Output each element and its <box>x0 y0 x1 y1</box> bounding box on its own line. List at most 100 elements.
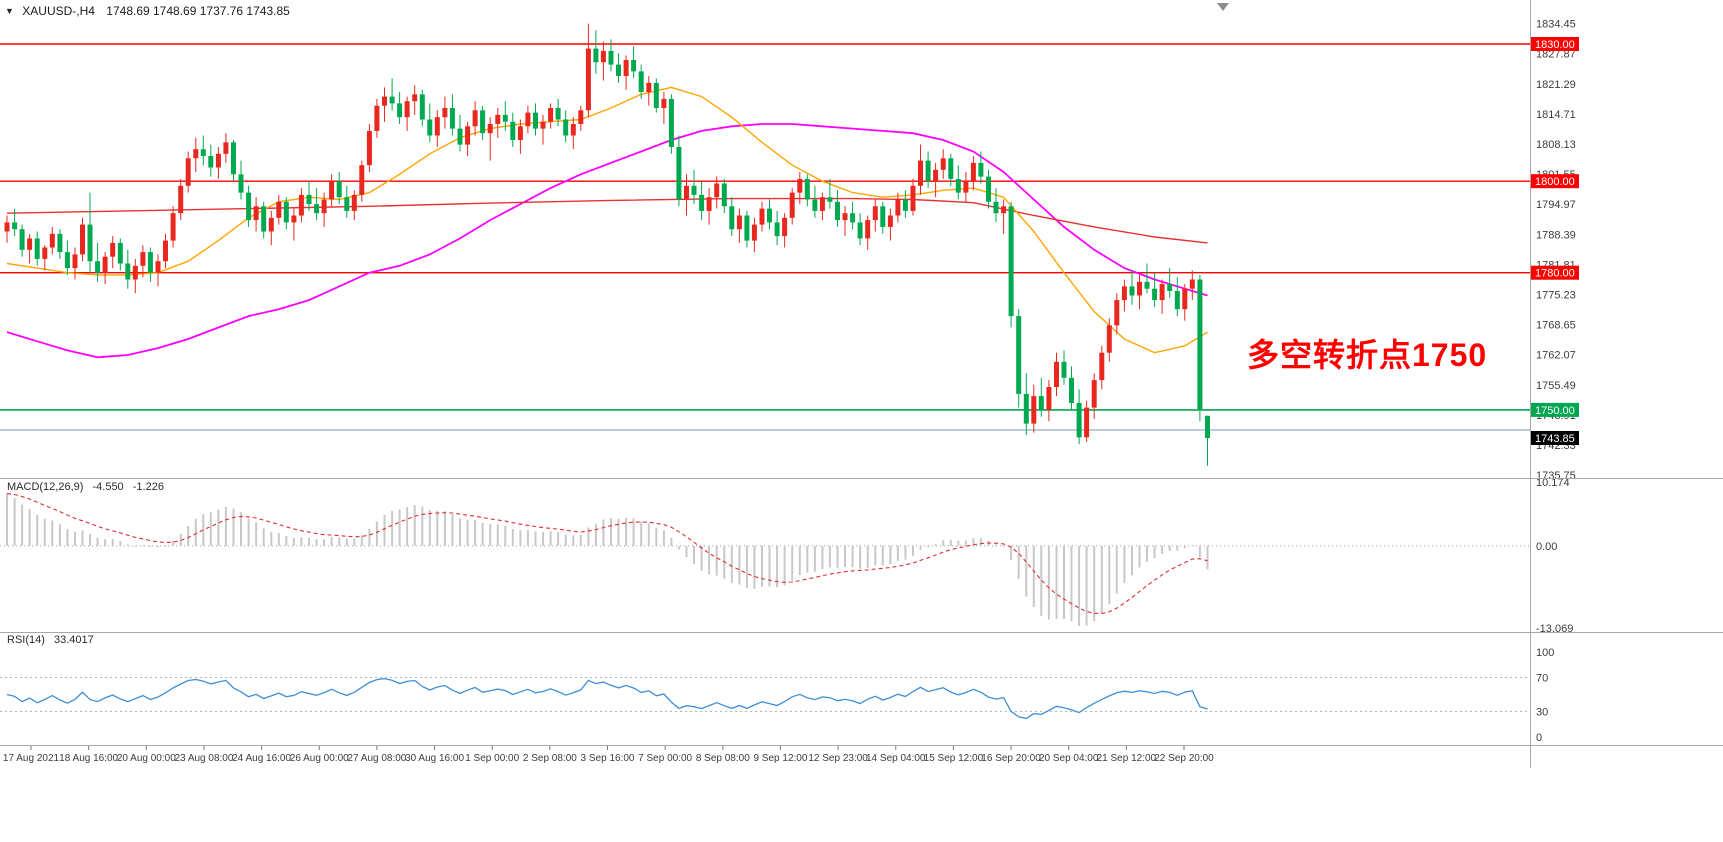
macd-histogram-bar <box>21 504 24 546</box>
macd-histogram-bar <box>1168 545 1171 552</box>
price-scale-bg <box>1531 0 1723 768</box>
candlesticks <box>4 23 1210 466</box>
price-badge-label: 1800.00 <box>1535 176 1575 188</box>
price-scale-label: 1827.87 <box>1536 49 1576 61</box>
candle-body <box>887 215 893 227</box>
candle-body <box>72 254 78 269</box>
candle-body <box>1159 284 1165 301</box>
macd-histogram-bar <box>912 545 914 556</box>
macd-histogram-bar <box>874 545 877 566</box>
macd-histogram-bar <box>715 545 718 576</box>
candle-body <box>193 149 199 159</box>
macd-histogram-bar <box>610 518 612 546</box>
candle-body <box>178 185 184 214</box>
macd-histogram-bar <box>187 525 190 546</box>
price-scale-label: 1808.13 <box>1536 139 1576 151</box>
price-scale-area[interactable] <box>1530 0 1723 768</box>
macd-histogram-bar <box>474 520 477 546</box>
candle-body <box>608 50 614 65</box>
candle-body <box>374 105 380 131</box>
candle-body <box>1174 291 1180 310</box>
candle-body <box>449 108 455 129</box>
candle-body <box>163 240 168 262</box>
macd-histogram-bar <box>96 537 99 546</box>
chart-shift-marker-icon[interactable] <box>1217 3 1229 11</box>
macd-histogram-bar <box>1131 545 1133 576</box>
macd-histogram-bar <box>972 538 975 546</box>
macd-histogram-bar <box>6 493 8 546</box>
macd-histogram-bar <box>247 518 250 546</box>
macd-histogram-bar <box>421 506 424 546</box>
macd-histogram-bar <box>949 539 952 546</box>
candle-body <box>548 108 554 122</box>
candle-body <box>646 82 652 92</box>
candle-body <box>1106 325 1112 353</box>
macd-histogram-bar <box>119 541 122 546</box>
rsi-scale-label: 70 <box>1536 673 1548 685</box>
macd-histogram-bar <box>693 545 695 565</box>
candle-body <box>563 119 569 136</box>
macd-histogram-bar <box>1198 545 1201 558</box>
macd-histogram-bar <box>164 545 167 547</box>
ohlc-values: 1748.69 1748.69 1737.76 1743.85 <box>106 4 290 18</box>
macd-histogram-bar <box>375 521 378 546</box>
moving-averages <box>6 86 1208 359</box>
price-badge-label: 1743.85 <box>1535 433 1575 445</box>
price-scale[interactable]: 1834.451827.871821.291814.711808.131801.… <box>1531 19 1579 482</box>
symbol-dropdown-icon[interactable]: ▼ <box>5 6 14 16</box>
price-scale-label: 1821.29 <box>1536 79 1576 91</box>
macd-histogram-bar <box>813 545 816 572</box>
macd-histogram-bar <box>277 532 280 546</box>
macd-histogram-bar <box>1032 545 1035 607</box>
macd-histogram-bar <box>1183 545 1186 549</box>
horizontal-lines[interactable] <box>0 43 1530 431</box>
panel-separators[interactable] <box>0 478 1723 746</box>
rsi-panel: 100 70 30 0 <box>0 647 1554 744</box>
macd-histogram-bar <box>579 534 582 546</box>
time-label: 21 Sep 12:00 <box>1097 753 1157 764</box>
candle-body <box>653 82 659 108</box>
candle-body <box>578 110 584 124</box>
time-label: 17 Aug 2021 <box>3 753 60 764</box>
candle-body <box>691 185 697 195</box>
time-label: 9 Sep 12:00 <box>753 753 807 764</box>
ma-line-magenta <box>6 123 1208 359</box>
candle-body <box>1167 284 1173 291</box>
macd-histogram-bar <box>1161 545 1164 554</box>
candle-body <box>344 197 350 211</box>
candle-body <box>1197 279 1203 410</box>
macd-histogram-bar <box>1108 545 1111 605</box>
candle-body <box>1023 393 1029 424</box>
macd-histogram-bar <box>1010 545 1013 560</box>
chart-text-annotation[interactable]: 多空转折点1750 <box>1247 337 1488 373</box>
macd-histogram-bar <box>542 532 544 546</box>
macd-histogram-bar <box>783 545 786 586</box>
candle-body <box>857 222 863 239</box>
macd-histogram-bar <box>74 531 76 546</box>
candle-body <box>208 156 214 168</box>
candle-body <box>427 119 433 136</box>
macd-histogram-bar <box>776 545 779 588</box>
macd-histogram-bar <box>1100 545 1103 614</box>
rsi-indicator-label: RSI(14) 33.4017 <box>7 634 94 646</box>
price-scale-label: 1755.49 <box>1536 380 1576 392</box>
macd-histogram-bar <box>345 539 348 546</box>
macd-histogram-bar <box>1017 545 1020 579</box>
candle-body <box>19 229 25 250</box>
macd-histogram-bar <box>330 537 333 546</box>
macd-histogram-bar <box>942 540 945 546</box>
candle-body <box>502 114 508 122</box>
candle-body <box>1121 286 1127 301</box>
macd-histogram-bar <box>828 545 831 568</box>
macd-histogram-bar <box>791 545 794 581</box>
candle-body <box>910 185 916 211</box>
time-label: 24 Aug 16:00 <box>232 753 291 764</box>
macd-histogram-bar <box>964 540 967 546</box>
macd-histogram-bar <box>368 529 371 546</box>
candle-body <box>1129 286 1135 296</box>
macd-histogram-bar <box>1002 545 1005 547</box>
candle-body <box>600 50 606 63</box>
